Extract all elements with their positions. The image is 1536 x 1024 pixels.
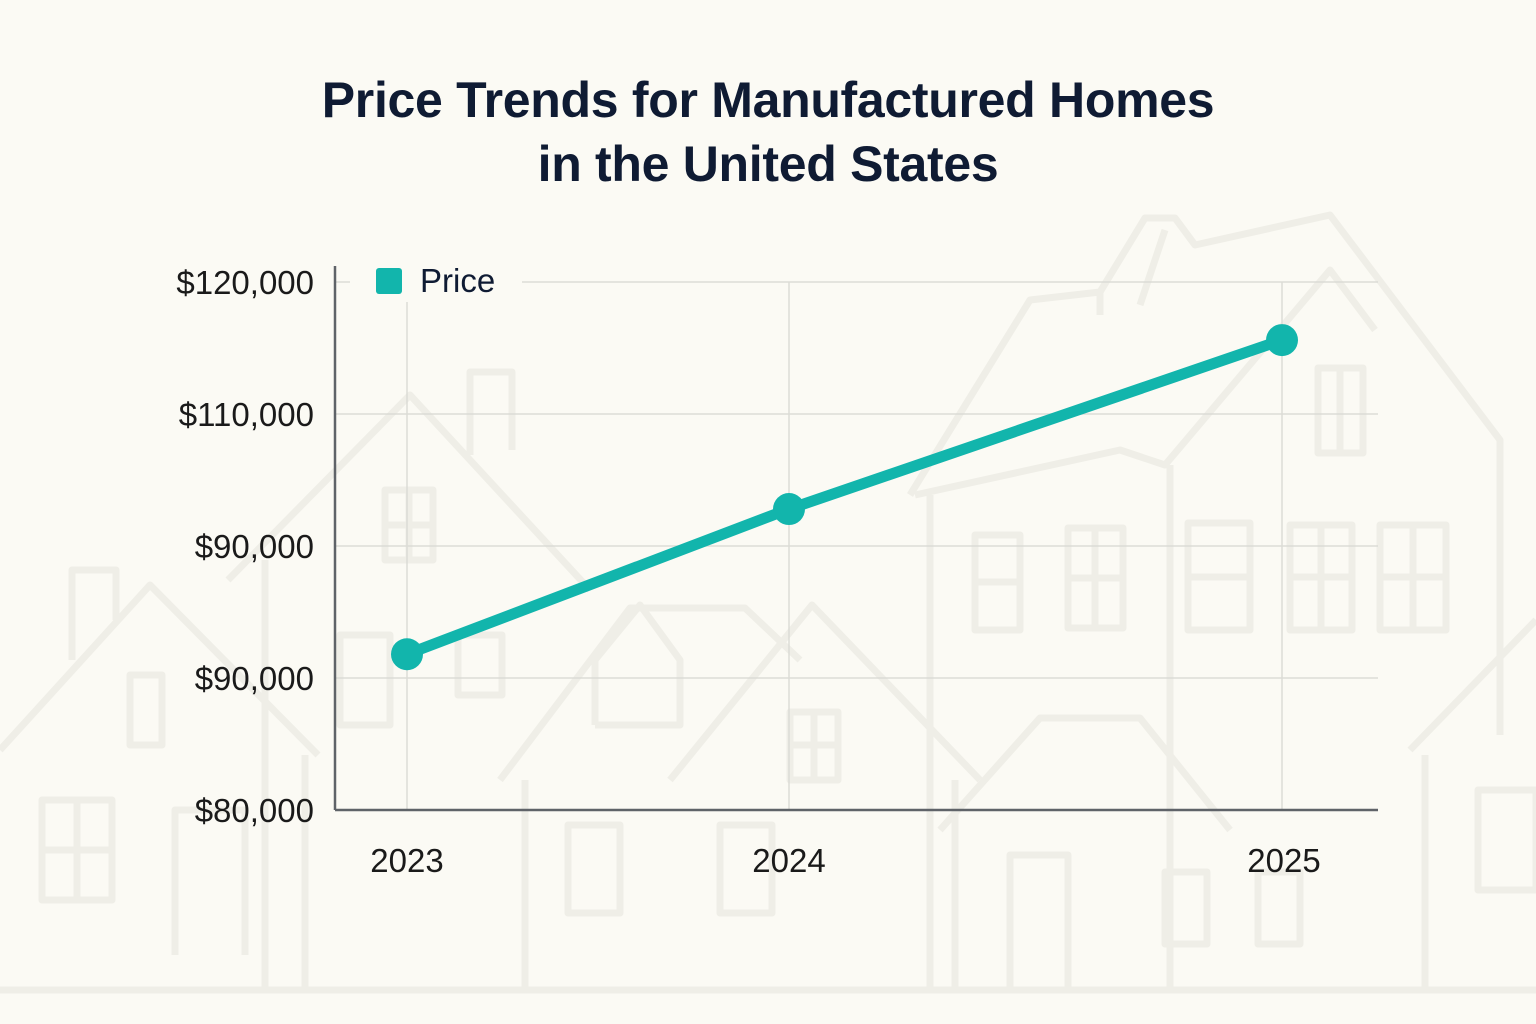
x-tick-label: 2023 [370,842,443,879]
house-outline-center [497,601,983,990]
x-tick-label: 2024 [752,842,825,879]
data-point-marker [391,638,423,671]
x-tick-label: 2025 [1247,842,1320,879]
y-tick-label: $90,000 [195,528,314,565]
house-outline-mid-left [225,368,593,990]
chart-title-line-2: in the United States [537,136,999,192]
y-tick-label: $110,000 [179,396,314,433]
data-point-marker [773,493,805,526]
data-point-marker [1266,324,1298,357]
series-price [391,324,1298,671]
series-line-price [401,334,1288,660]
y-tick-label: $80,000 [195,792,314,829]
y-axis-tick-labels: $80,000 $90,000 $90,000 $110,000 $120,000 [176,264,314,829]
legend-swatch-price [376,268,402,294]
legend: Price [350,260,522,302]
legend-label-price: Price [420,262,495,299]
chart-title-line-1: Price Trends for Manufactured Homes [321,72,1215,128]
y-tick-label: $120,000 [176,264,314,301]
y-tick-label: $90,000 [195,660,314,697]
x-axis-tick-labels: 2023 2024 2025 [370,842,1320,879]
house-outline-right [907,211,1536,994]
chart-title: Price Trends for Manufactured Homes in t… [0,68,1536,196]
